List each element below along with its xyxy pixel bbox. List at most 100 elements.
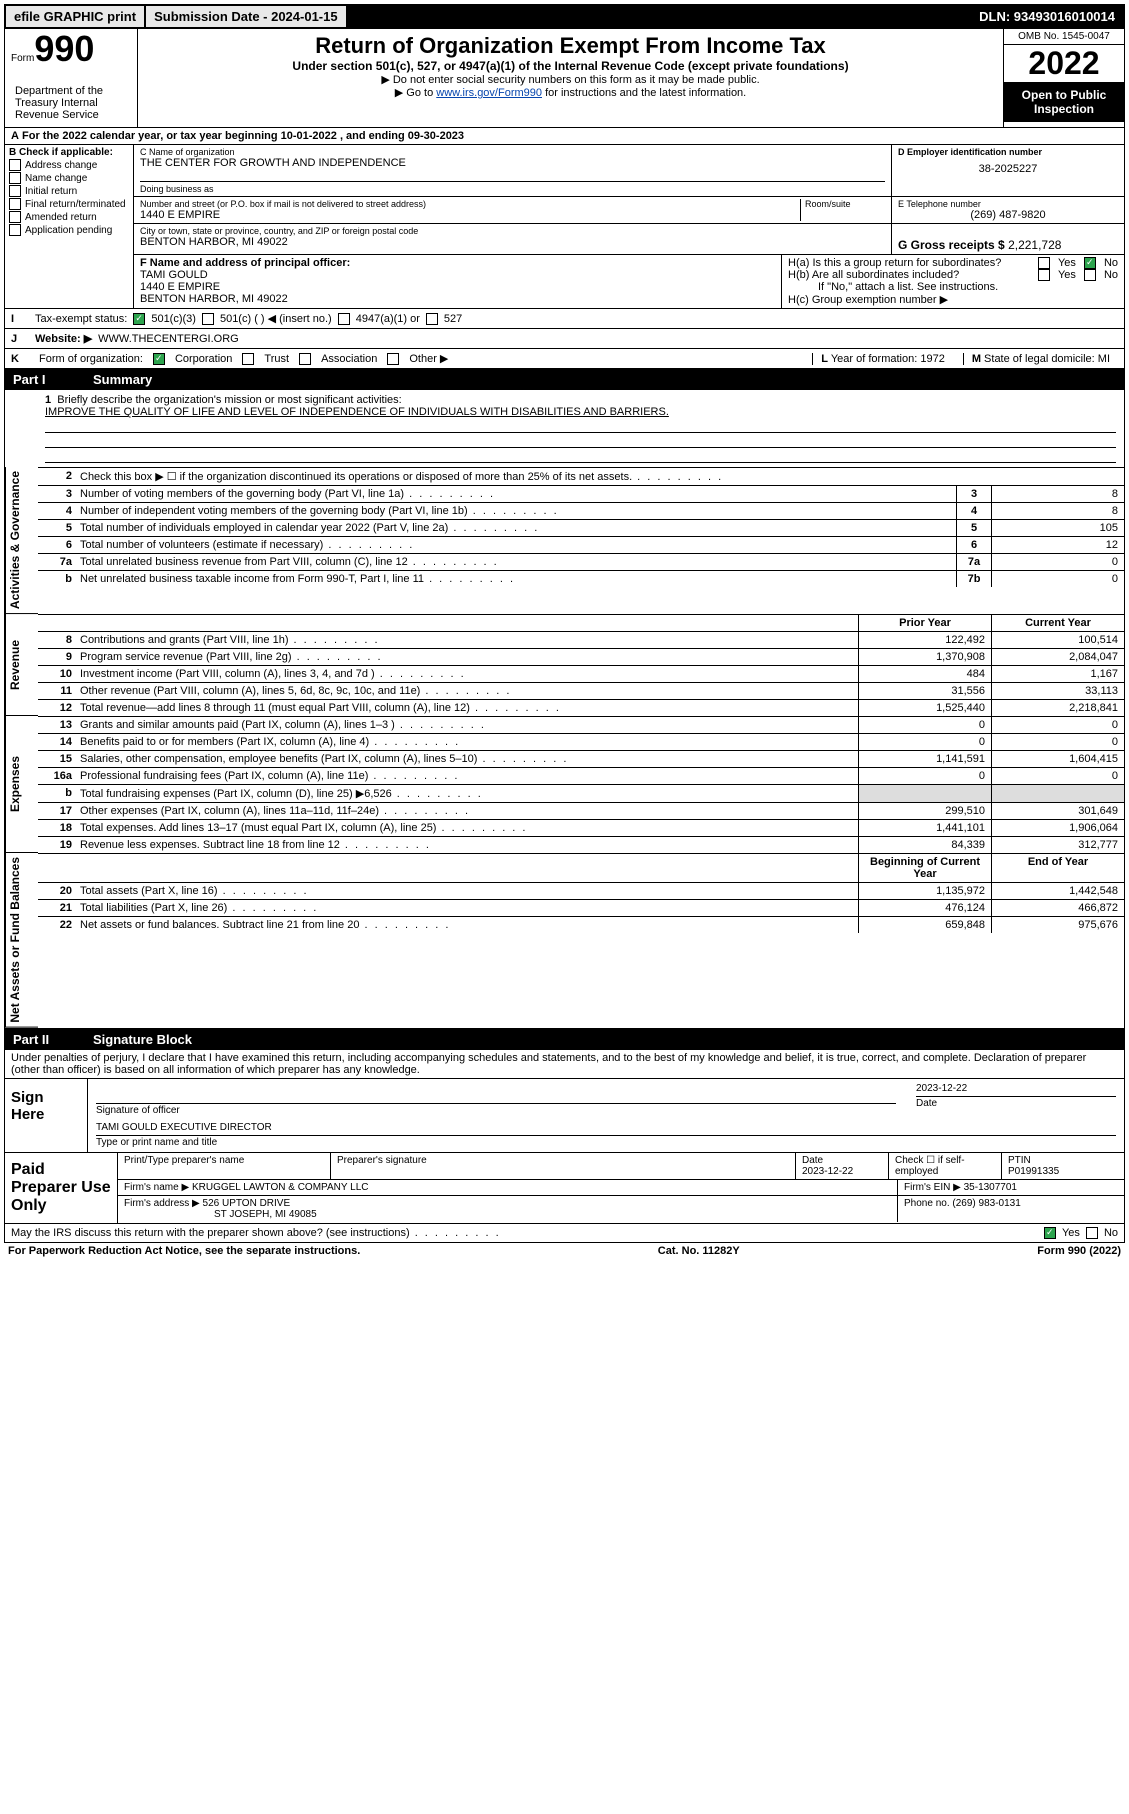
summary-row: 13Grants and similar amounts paid (Part … — [38, 716, 1124, 733]
rev-section: Revenue Prior YearCurrent Year8Contribut… — [5, 614, 1124, 716]
note2-post: for instructions and the latest informat… — [542, 87, 746, 99]
chk-name-change[interactable]: Name change — [9, 172, 129, 184]
tax-period: A For the 2022 calendar year, or tax yea… — [4, 128, 1125, 145]
officer-name-label: Type or print name and title — [96, 1137, 1116, 1148]
summary-row: 22Net assets or fund balances. Subtract … — [38, 916, 1124, 933]
j-text: Website: ▶ — [35, 332, 92, 345]
l-text: Year of formation: 1972 — [831, 353, 945, 365]
summary-row: 14Benefits paid to or for members (Part … — [38, 733, 1124, 750]
declaration: Under penalties of perjury, I declare th… — [5, 1050, 1124, 1078]
phone: (269) 487-9820 — [898, 209, 1118, 221]
sig-officer-label: Signature of officer — [96, 1105, 896, 1116]
k-label: K — [11, 353, 29, 365]
hb-yes[interactable] — [1038, 269, 1050, 281]
row-klm: K Form of organization: Corporation Trus… — [4, 349, 1125, 369]
ha-no[interactable] — [1084, 257, 1096, 269]
chk-501c3[interactable] — [133, 313, 145, 325]
ha-yes[interactable] — [1038, 257, 1050, 269]
dln: DLN: 93493016010014 — [971, 6, 1123, 27]
discuss-yes[interactable] — [1044, 1227, 1056, 1239]
year-cell: OMB No. 1545-0047 2022 Open to Public In… — [1003, 29, 1124, 127]
col-main: C Name of organization THE CENTER FOR GR… — [134, 145, 1124, 308]
discuss-no[interactable] — [1086, 1227, 1098, 1239]
k-text: Form of organization: — [39, 353, 143, 365]
summary-row: 17Other expenses (Part IX, column (A), l… — [38, 802, 1124, 819]
part1-header: Part I Summary — [4, 369, 1125, 390]
discuss-row: May the IRS discuss this return with the… — [5, 1223, 1124, 1242]
summary-row: 15Salaries, other compensation, employee… — [38, 750, 1124, 767]
summary-row: 10Investment income (Part VIII, column (… — [38, 665, 1124, 682]
chk-4947[interactable] — [338, 313, 350, 325]
summary-row: 16aProfessional fundraising fees (Part I… — [38, 767, 1124, 784]
officer-street: 1440 E EMPIRE — [140, 281, 775, 293]
summary-row: 3Number of voting members of the governi… — [38, 485, 1124, 502]
chk-address-change[interactable]: Address change — [9, 159, 129, 171]
chk-527[interactable] — [426, 313, 438, 325]
chk-501c[interactable] — [202, 313, 214, 325]
city-label: City or town, state or province, country… — [140, 226, 885, 236]
website-url[interactable]: WWW.THECENTERGI.ORG — [98, 333, 239, 345]
prep-date-label: Date — [802, 1155, 823, 1166]
sig-date: 2023-12-22 — [916, 1083, 1116, 1094]
dept-label: Department of the Treasury Internal Reve… — [11, 83, 131, 123]
l-label: L — [821, 353, 828, 365]
chk-amended[interactable]: Amended return — [9, 211, 129, 223]
chk-corp[interactable] — [153, 353, 165, 365]
col-b-checkboxes: B Check if applicable: Address change Na… — [5, 145, 134, 308]
summary-row: bTotal fundraising expenses (Part IX, co… — [38, 784, 1124, 802]
street-label: Number and street (or P.O. box if mail i… — [140, 199, 800, 209]
efile-label[interactable]: efile GRAPHIC print — [6, 6, 144, 27]
chk-other[interactable] — [387, 353, 399, 365]
part2-title: Signature Block — [93, 1032, 192, 1047]
tax-year: 2022 — [1004, 45, 1124, 82]
i-label: I — [11, 313, 29, 325]
e-phone-label: E Telephone number — [898, 199, 1118, 209]
summary-row: 12Total revenue—add lines 8 through 11 (… — [38, 699, 1124, 716]
officer-typed-name: TAMI GOULD EXECUTIVE DIRECTOR — [96, 1122, 1116, 1133]
column-header-row: Prior YearCurrent Year — [38, 614, 1124, 631]
irs-link[interactable]: www.irs.gov/Form990 — [436, 87, 542, 99]
row-j: J Website: ▶ WWW.THECENTERGI.ORG — [4, 329, 1125, 349]
main-title: Return of Organization Exempt From Incom… — [146, 33, 995, 59]
name-row: C Name of organization THE CENTER FOR GR… — [134, 145, 1124, 197]
summary-row: 4Number of independent voting members of… — [38, 502, 1124, 519]
sig-date-label: Date — [916, 1098, 1116, 1109]
hb-no[interactable] — [1084, 269, 1096, 281]
chk-assoc[interactable] — [299, 353, 311, 365]
part2-name: Part II — [13, 1032, 73, 1047]
note2-pre: ▶ Go to — [395, 87, 436, 99]
chk-final-return[interactable]: Final return/terminated — [9, 198, 129, 210]
column-header-row: Beginning of Current YearEnd of Year — [38, 853, 1124, 882]
firm-phone: (269) 983-0131 — [952, 1198, 1020, 1209]
c-name-label: C Name of organization — [140, 147, 885, 157]
sign-here-grid: Sign Here Signature of officer 2023-12-2… — [5, 1078, 1124, 1152]
part1-title: Summary — [93, 372, 152, 387]
summary-row: 2Check this box ▶ ☐ if the organization … — [38, 467, 1124, 485]
rev-label: Revenue — [5, 614, 38, 716]
b-header: B Check if applicable: — [9, 147, 129, 158]
city: BENTON HARBOR, MI 49022 — [140, 236, 885, 248]
prep-name-label: Print/Type preparer's name — [118, 1153, 331, 1179]
part2-header: Part II Signature Block — [4, 1029, 1125, 1050]
hb-label: H(b) Are all subordinates included? — [788, 269, 1030, 281]
i-text: Tax-exempt status: — [35, 313, 127, 325]
firm-addr2: ST JOSEPH, MI 49085 — [124, 1209, 317, 1220]
d-ein-label: D Employer identification number — [898, 147, 1118, 157]
summary-row: 21Total liabilities (Part X, line 26)476… — [38, 899, 1124, 916]
self-emp[interactable]: Check ☐ if self-employed — [889, 1153, 1002, 1179]
chk-app-pending[interactable]: Application pending — [9, 224, 129, 236]
footer-left: For Paperwork Reduction Act Notice, see … — [8, 1245, 360, 1257]
form-number-cell: Form990 Department of the Treasury Inter… — [5, 29, 138, 127]
g-label: G Gross receipts $ — [898, 238, 1005, 252]
summary-row: bNet unrelated business taxable income f… — [38, 570, 1124, 587]
officer-name: TAMI GOULD — [140, 269, 775, 281]
summary-row: 9Program service revenue (Part VIII, lin… — [38, 648, 1124, 665]
title-cell: Return of Organization Exempt From Incom… — [138, 29, 1003, 127]
mission-block: 1 Briefly describe the organization's mi… — [5, 390, 1124, 467]
chk-trust[interactable] — [242, 353, 254, 365]
chk-initial-return[interactable]: Initial return — [9, 185, 129, 197]
q1-num: 1 — [45, 394, 51, 406]
period-text: For the 2022 calendar year, or tax year … — [22, 130, 464, 142]
summary-row: 18Total expenses. Add lines 13–17 (must … — [38, 819, 1124, 836]
footer-mid: Cat. No. 11282Y — [658, 1245, 740, 1257]
